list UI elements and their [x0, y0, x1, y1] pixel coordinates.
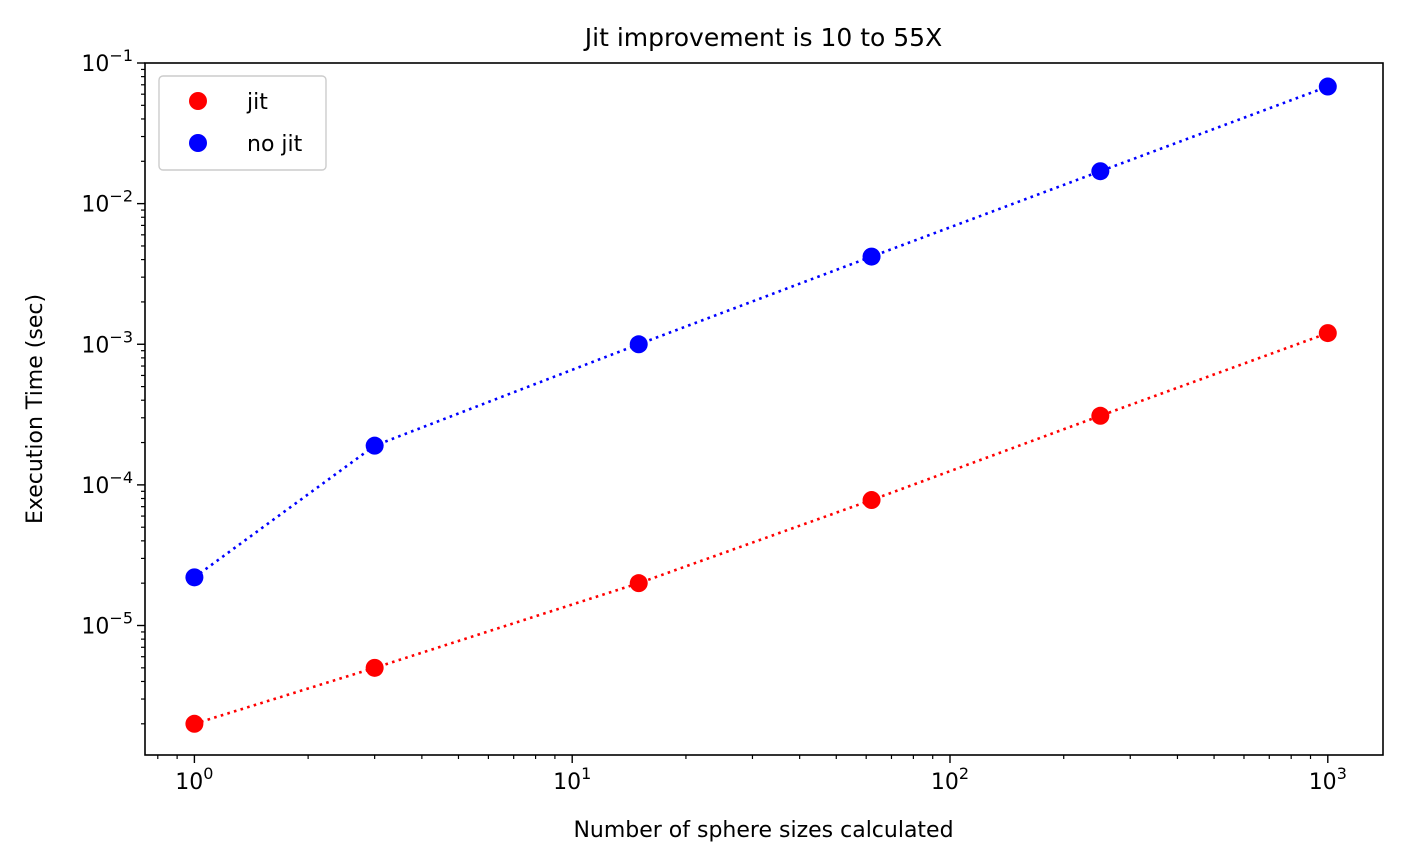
data-point [1091, 162, 1110, 181]
plot-area: 100 101 102 103 10−5 10−4 10−3 10−2 10−1 jit no ji… [81, 46, 1384, 795]
x-tick-label: 103 [1309, 764, 1347, 795]
y-tick-label: 10−3 [81, 327, 133, 358]
y-tick-label: 10−5 [81, 609, 133, 640]
axes-frame [144, 62, 1384, 756]
data-point [862, 247, 881, 266]
legend-label: jit [246, 90, 268, 115]
series-line [193, 85, 1329, 579]
data-point [629, 335, 648, 354]
chart-title: Jit improvement is 10 to 55X [583, 23, 942, 52]
data-point [629, 574, 648, 593]
data-point [185, 714, 204, 733]
legend-marker [189, 134, 207, 152]
x-tick-label: 101 [553, 764, 591, 795]
legend-label: no jit [247, 132, 303, 157]
data-point [185, 568, 204, 587]
data-point [365, 436, 384, 455]
data-point [1091, 406, 1110, 425]
data-point [1318, 77, 1337, 96]
legend-marker [189, 92, 207, 110]
y-axis-label: Execution Time (sec) [23, 294, 48, 524]
y-tick-label: 10−4 [81, 468, 133, 499]
data-point [365, 658, 384, 677]
y-tick-label: 10−2 [81, 187, 133, 218]
y-tick-label: 10−1 [81, 46, 133, 77]
data-point [1318, 324, 1337, 343]
x-tick-label: 100 [175, 764, 213, 795]
x-axis-label: Number of sphere sizes calculated [573, 818, 953, 843]
data-point [862, 491, 881, 510]
x-tick-label: 102 [931, 764, 969, 795]
